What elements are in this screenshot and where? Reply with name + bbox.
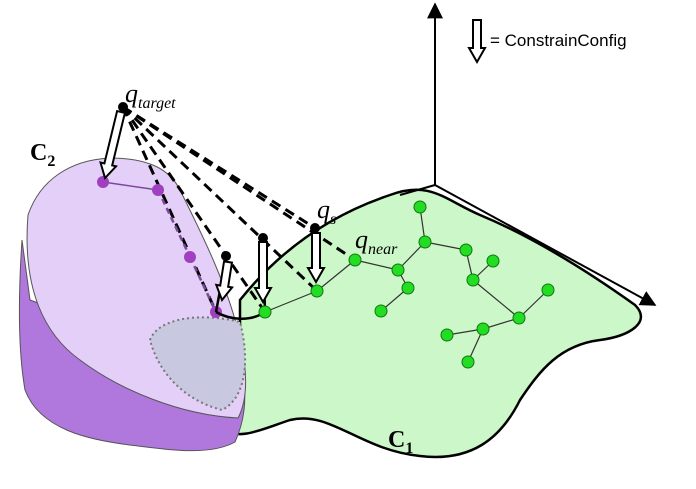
region-c1 <box>223 188 643 459</box>
label-c1: C1 <box>388 427 413 457</box>
tree-c1-nodes <box>258 200 555 369</box>
constrain-arrow <box>306 232 326 285</box>
label-q-target: qtarget <box>125 79 176 112</box>
constrain-arrow <box>253 241 273 305</box>
axis-x <box>434 184 657 306</box>
label-c2: C2 <box>30 140 55 170</box>
sample-points <box>118 102 320 261</box>
axis-y <box>399 184 436 196</box>
label-q-near: qnear <box>355 225 398 258</box>
constrain-arrow <box>214 260 234 302</box>
tree-c2-edges <box>102 181 218 313</box>
legend-text: = ConstrainConfig <box>490 31 627 50</box>
tree-c2-nodes <box>97 176 222 318</box>
constrain-arrows <box>99 19 487 305</box>
overlap <box>148 316 247 412</box>
constrain-arrow <box>467 19 487 65</box>
label-q-s: qs <box>317 195 336 228</box>
constrain-arrow <box>99 109 127 180</box>
